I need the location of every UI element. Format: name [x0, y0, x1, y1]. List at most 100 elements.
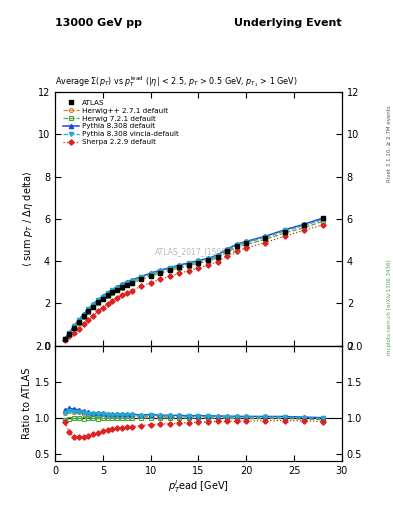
Sherpa 2.2.9 default: [115, 295, 119, 301]
Herwig 7.2.1 default: [301, 225, 306, 231]
ATLAS: [282, 228, 287, 234]
Herwig 7.2.1 default: [110, 290, 115, 296]
Herwig 7.2.1 default: [320, 218, 325, 224]
ATLAS: [81, 313, 86, 319]
Pythia 8.308 default: [244, 239, 249, 245]
Herwig++ 2.7.1 default: [72, 323, 77, 329]
Pythia 8.308 vincia-default: [196, 258, 201, 264]
Herwig++ 2.7.1 default: [206, 257, 210, 263]
Pythia 8.308 vincia-default: [110, 287, 115, 293]
Pythia 8.308 vincia-default: [72, 323, 77, 329]
Text: Underlying Event: Underlying Event: [234, 18, 342, 28]
Sherpa 2.2.9 default: [77, 326, 81, 332]
Herwig 7.2.1 default: [215, 254, 220, 261]
Pythia 8.308 vincia-default: [215, 252, 220, 259]
Pythia 8.308 vincia-default: [158, 268, 163, 274]
Herwig 7.2.1 default: [206, 258, 210, 264]
Pythia 8.308 vincia-default: [105, 290, 110, 296]
Herwig 7.2.1 default: [187, 263, 191, 269]
ATLAS: [187, 262, 191, 268]
ATLAS: [115, 287, 119, 293]
Herwig 7.2.1 default: [225, 249, 230, 255]
Pythia 8.308 vincia-default: [86, 306, 91, 312]
Herwig++ 2.7.1 default: [301, 223, 306, 229]
Herwig++ 2.7.1 default: [105, 291, 110, 297]
ATLAS: [105, 292, 110, 298]
Pythia 8.308 default: [115, 284, 119, 290]
Herwig++ 2.7.1 default: [320, 216, 325, 222]
Sherpa 2.2.9 default: [119, 292, 124, 298]
Herwig 7.2.1 default: [282, 230, 287, 236]
Herwig 7.2.1 default: [86, 309, 91, 315]
Sherpa 2.2.9 default: [125, 290, 129, 296]
Pythia 8.308 default: [148, 270, 153, 276]
Sherpa 2.2.9 default: [91, 312, 95, 318]
ATLAS: [62, 336, 67, 343]
Pythia 8.308 vincia-default: [206, 256, 210, 262]
Sherpa 2.2.9 default: [244, 245, 249, 251]
ATLAS: [110, 289, 115, 295]
ATLAS: [215, 254, 220, 260]
Herwig 7.2.1 default: [105, 293, 110, 299]
Pythia 8.308 default: [77, 317, 81, 323]
Herwig++ 2.7.1 default: [77, 317, 81, 324]
ATLAS: [167, 267, 172, 273]
Herwig 7.2.1 default: [96, 300, 101, 306]
Pythia 8.308 default: [110, 287, 115, 293]
Pythia 8.308 default: [129, 277, 134, 283]
ATLAS: [225, 248, 230, 254]
Pythia 8.308 vincia-default: [101, 293, 105, 300]
ATLAS: [148, 273, 153, 279]
Sherpa 2.2.9 default: [320, 222, 325, 228]
Herwig++ 2.7.1 default: [187, 261, 191, 267]
Sherpa 2.2.9 default: [62, 336, 67, 343]
Herwig 7.2.1 default: [139, 276, 143, 283]
ATLAS: [244, 240, 249, 246]
X-axis label: $p_T^l$ead [GeV]: $p_T^l$ead [GeV]: [168, 478, 229, 495]
ATLAS: [206, 258, 210, 264]
Herwig++ 2.7.1 default: [91, 303, 95, 309]
Pythia 8.308 vincia-default: [139, 274, 143, 280]
Sherpa 2.2.9 default: [96, 308, 101, 314]
Herwig 7.2.1 default: [115, 287, 119, 293]
Pythia 8.308 vincia-default: [125, 280, 129, 286]
Sherpa 2.2.9 default: [177, 270, 182, 276]
ATLAS: [139, 276, 143, 282]
Pythia 8.308 vincia-default: [77, 317, 81, 324]
Herwig++ 2.7.1 default: [62, 336, 67, 342]
Herwig++ 2.7.1 default: [119, 283, 124, 289]
Sherpa 2.2.9 default: [187, 268, 191, 274]
Pythia 8.308 default: [86, 306, 91, 312]
Sherpa 2.2.9 default: [72, 329, 77, 335]
Herwig 7.2.1 default: [77, 319, 81, 326]
ATLAS: [67, 331, 72, 337]
Text: 13000 GeV pp: 13000 GeV pp: [55, 18, 142, 28]
Pythia 8.308 vincia-default: [119, 282, 124, 288]
Herwig++ 2.7.1 default: [215, 253, 220, 260]
Herwig 7.2.1 default: [148, 273, 153, 279]
Pythia 8.308 default: [177, 262, 182, 268]
Herwig 7.2.1 default: [72, 325, 77, 331]
Pythia 8.308 default: [139, 273, 143, 280]
Pythia 8.308 default: [91, 301, 95, 307]
Herwig 7.2.1 default: [81, 314, 86, 320]
Pythia 8.308 default: [282, 227, 287, 233]
ATLAS: [301, 222, 306, 228]
Text: Average $\Sigma(p_T)$ vs $p_T^{\rm lead}$ ($|\eta|$ < 2.5, $p_T$ > 0.5 GeV, $p_{: Average $\Sigma(p_T)$ vs $p_T^{\rm lead}…: [55, 74, 298, 89]
Herwig++ 2.7.1 default: [125, 281, 129, 287]
ATLAS: [196, 260, 201, 266]
Y-axis label: $\langle$ sum $p_T$ / $\Delta\eta$ delta$\rangle$: $\langle$ sum $p_T$ / $\Delta\eta$ delta…: [21, 170, 35, 267]
Herwig 7.2.1 default: [62, 336, 67, 343]
Pythia 8.308 default: [167, 265, 172, 271]
Pythia 8.308 default: [206, 255, 210, 262]
Line: Herwig++ 2.7.1 default: Herwig++ 2.7.1 default: [62, 217, 325, 341]
Herwig++ 2.7.1 default: [196, 259, 201, 265]
Herwig++ 2.7.1 default: [158, 269, 163, 275]
Pythia 8.308 default: [101, 293, 105, 299]
Herwig 7.2.1 default: [244, 242, 249, 248]
ATLAS: [72, 325, 77, 331]
Text: mcplots.cern.ch [arXiv:1306.3436]: mcplots.cern.ch [arXiv:1306.3436]: [387, 260, 392, 355]
Pythia 8.308 vincia-default: [96, 297, 101, 304]
Pythia 8.308 default: [196, 258, 201, 264]
Sherpa 2.2.9 default: [206, 262, 210, 268]
